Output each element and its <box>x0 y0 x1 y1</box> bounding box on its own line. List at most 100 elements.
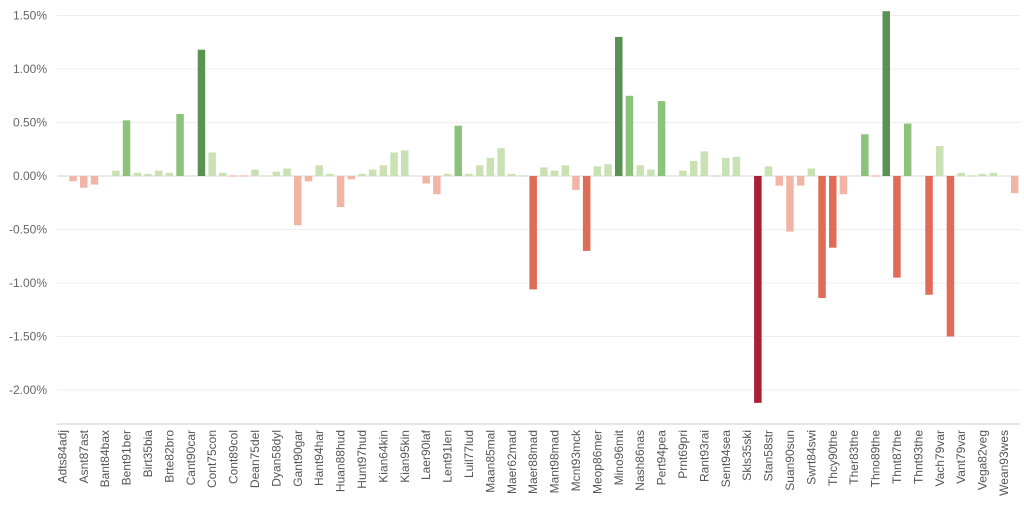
x-tick-label: Laer90laf <box>419 429 433 480</box>
bar <box>968 175 976 177</box>
x-tick-label: Suan90sun <box>783 430 797 491</box>
bar <box>133 172 141 176</box>
bar <box>593 166 602 176</box>
x-tick-label: Meop86mer <box>590 430 604 494</box>
bar <box>454 125 462 176</box>
x-tick-label: Dyan58dyl <box>269 430 283 487</box>
y-tick-label: 0.00% <box>13 169 47 183</box>
x-tick-label: Mant98mad <box>548 430 562 493</box>
x-tick-label: Birt35bia <box>141 430 155 478</box>
x-tick-label: Thnt93the <box>911 430 925 484</box>
bar <box>572 176 580 190</box>
x-tick-label: Mino96mit <box>612 429 626 485</box>
bar <box>240 175 248 177</box>
x-tick-label: Maer88mad <box>526 430 540 494</box>
bar <box>839 176 848 195</box>
bar <box>518 175 527 177</box>
bar <box>946 176 955 337</box>
bar <box>978 173 987 176</box>
bar <box>700 151 709 176</box>
bar <box>786 176 794 232</box>
gridlines <box>57 15 1020 391</box>
bar <box>732 156 741 176</box>
bar <box>401 150 409 176</box>
bar <box>58 175 67 177</box>
bar <box>122 120 131 176</box>
x-tick-label: Gant90gar <box>291 430 305 487</box>
y-tick-label: 1.50% <box>13 9 47 23</box>
bar <box>529 176 537 290</box>
bar <box>668 175 676 177</box>
x-tick-label: Thnt87the <box>890 430 904 484</box>
y-axis: 1.50% 1.00% 0.50% 0.00% -0.50% -1.00% -1.50% -2… <box>9 9 47 398</box>
bar <box>475 165 484 176</box>
bar <box>582 176 591 251</box>
bar <box>754 176 762 403</box>
bar <box>112 170 120 176</box>
x-tick-label: Luil77lud <box>462 430 476 478</box>
bar <box>957 172 965 176</box>
bar <box>679 170 687 176</box>
bar <box>647 169 655 176</box>
bar <box>294 176 302 226</box>
bar <box>390 152 398 176</box>
bar <box>272 171 281 176</box>
x-tick-label: Vach79var <box>933 430 947 486</box>
bar <box>871 175 880 177</box>
bar <box>903 123 912 176</box>
x-tick-label: Thcy90the <box>826 430 840 486</box>
bar <box>615 36 623 177</box>
bar <box>604 164 612 176</box>
x-tick-label: Cont89col <box>227 430 241 484</box>
bar <box>486 157 495 176</box>
bar <box>69 176 77 182</box>
bar <box>861 134 869 176</box>
bar <box>165 172 174 176</box>
bar <box>775 176 783 186</box>
bar <box>261 175 270 177</box>
x-tick-label: Cont75con <box>205 430 219 488</box>
bar <box>358 173 366 176</box>
bar <box>411 175 420 177</box>
bar <box>465 173 473 176</box>
bar <box>925 176 933 295</box>
bar <box>283 168 291 176</box>
bar <box>101 175 109 177</box>
x-tick-label: Vega82veg <box>976 430 990 490</box>
bar <box>818 176 826 298</box>
bar <box>443 173 452 176</box>
bar <box>1010 176 1019 194</box>
x-tick-label: Stan58str <box>762 430 776 481</box>
x-tick-label: Wean93wes <box>997 430 1011 496</box>
bar <box>326 173 334 176</box>
y-tick-label: 1.00% <box>13 62 47 76</box>
x-tick-label: Pert94pea <box>655 430 669 486</box>
x-tick-label: Asnt87ast <box>77 429 91 483</box>
x-tick-label: Maer62mad <box>505 430 519 494</box>
bar <box>379 165 388 176</box>
x-tick-label: Prnt69pri <box>676 430 690 479</box>
bar <box>636 165 644 176</box>
bar <box>657 101 666 176</box>
x-tick-label: Dean75del <box>248 430 262 488</box>
bar <box>90 176 99 185</box>
bar <box>197 49 206 176</box>
bar <box>796 176 805 186</box>
bar <box>336 176 345 208</box>
bar <box>80 176 88 188</box>
x-tick-label: Cant90car <box>184 430 198 485</box>
bar <box>893 176 901 278</box>
bar <box>540 167 548 176</box>
x-tick-label: Lent91len <box>441 430 455 483</box>
x-tick-label: Kian95kin <box>398 430 412 483</box>
x-tick-label: Brte82bro <box>162 430 176 483</box>
x-tick-label: Adts84adj <box>55 430 69 483</box>
bar <box>229 175 238 177</box>
x-tick-label: Vant79var <box>954 430 968 484</box>
bar <box>829 176 837 248</box>
bar <box>422 176 430 184</box>
x-tick-label: Maan85mal <box>483 430 497 493</box>
bar <box>561 165 569 176</box>
bar <box>187 175 195 177</box>
